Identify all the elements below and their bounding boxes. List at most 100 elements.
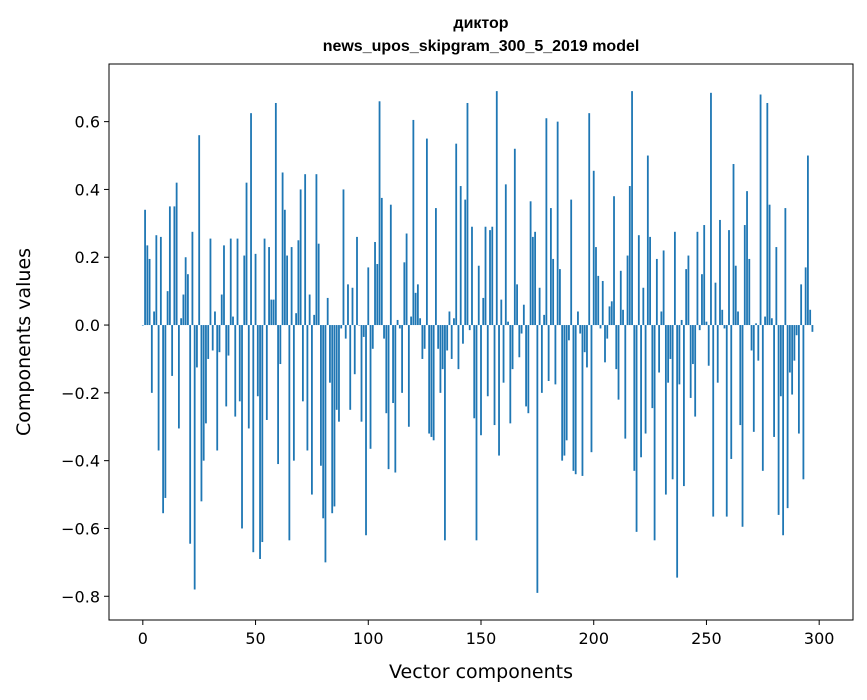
bar [259, 325, 261, 559]
bar [175, 182, 178, 326]
bar [534, 231, 537, 326]
bar [513, 148, 516, 326]
bar [617, 325, 620, 400]
bar [317, 243, 320, 326]
chart-title-word: диктор [453, 15, 508, 32]
bar [660, 311, 663, 326]
bar [696, 231, 699, 326]
bar [480, 325, 482, 436]
y-tick-label: 0.4 [75, 180, 100, 199]
bar [389, 204, 392, 326]
y-tick-label: 0.0 [75, 316, 100, 335]
bar [148, 258, 151, 326]
bar [475, 325, 478, 541]
bar [750, 325, 753, 351]
bar [757, 325, 760, 361]
bar [646, 155, 649, 326]
bar [295, 313, 298, 326]
bar [662, 250, 665, 326]
bar [529, 201, 532, 326]
bar [493, 325, 496, 426]
bar [671, 325, 674, 480]
bar [809, 309, 812, 326]
bar [380, 197, 383, 326]
bar [414, 292, 417, 326]
bar [322, 325, 325, 519]
bar [511, 325, 514, 370]
bar [216, 325, 219, 451]
bar [362, 325, 365, 337]
bar [655, 258, 658, 326]
bar [782, 325, 785, 536]
bar [730, 325, 733, 459]
bar [245, 182, 248, 326]
bar [669, 325, 672, 359]
bar [527, 325, 530, 414]
bar [540, 325, 543, 393]
bar [288, 325, 291, 541]
bar [268, 247, 270, 326]
bars-group [141, 91, 814, 593]
x-axis-ticks: 0 50 100 150 200 250 300 [138, 620, 834, 648]
bar [685, 269, 688, 326]
bar [371, 325, 374, 349]
bar [392, 325, 394, 404]
bar [608, 306, 611, 326]
bar [155, 235, 158, 326]
bar [349, 325, 352, 410]
bar [574, 325, 577, 475]
bar [306, 325, 309, 451]
bar [766, 102, 769, 326]
bar [369, 325, 372, 449]
bar [171, 325, 174, 376]
bar [701, 274, 703, 326]
x-tick-label: 0 [138, 629, 148, 648]
bar [577, 311, 579, 326]
bar [153, 311, 155, 326]
y-tick-label: −0.2 [61, 384, 100, 403]
bar [721, 309, 724, 326]
bar [692, 325, 694, 365]
bar [214, 311, 216, 326]
bar [241, 325, 243, 529]
bar [622, 309, 624, 326]
bar [286, 255, 289, 326]
bar [419, 318, 422, 326]
bar [299, 189, 302, 326]
bar [570, 199, 573, 326]
bar [220, 294, 223, 326]
bar [437, 325, 440, 349]
bar [387, 325, 390, 470]
bar [189, 325, 192, 544]
bar [687, 255, 690, 326]
chart-title-model: news_upos_skipgram_300_5_2019 model [323, 38, 640, 55]
bar [234, 325, 237, 417]
bar [394, 325, 397, 473]
bar [367, 267, 370, 326]
bar [568, 325, 570, 341]
bar [308, 294, 311, 326]
bar [802, 325, 805, 480]
bar [191, 231, 194, 326]
bar [719, 219, 721, 326]
bar [658, 325, 661, 373]
bar [168, 206, 171, 326]
bar [423, 325, 426, 349]
bar [180, 318, 183, 326]
bar [486, 325, 489, 397]
bar [236, 238, 239, 326]
bar [565, 325, 568, 441]
bar [290, 247, 293, 326]
bar [297, 240, 300, 326]
bar [274, 102, 277, 326]
bar [340, 325, 343, 329]
bar [324, 325, 327, 563]
bar [775, 247, 778, 326]
bar [428, 325, 431, 434]
bar [714, 282, 717, 326]
bar [403, 262, 406, 326]
bar [522, 304, 525, 326]
bar [500, 299, 503, 326]
bar [432, 325, 435, 441]
bar [597, 275, 600, 326]
